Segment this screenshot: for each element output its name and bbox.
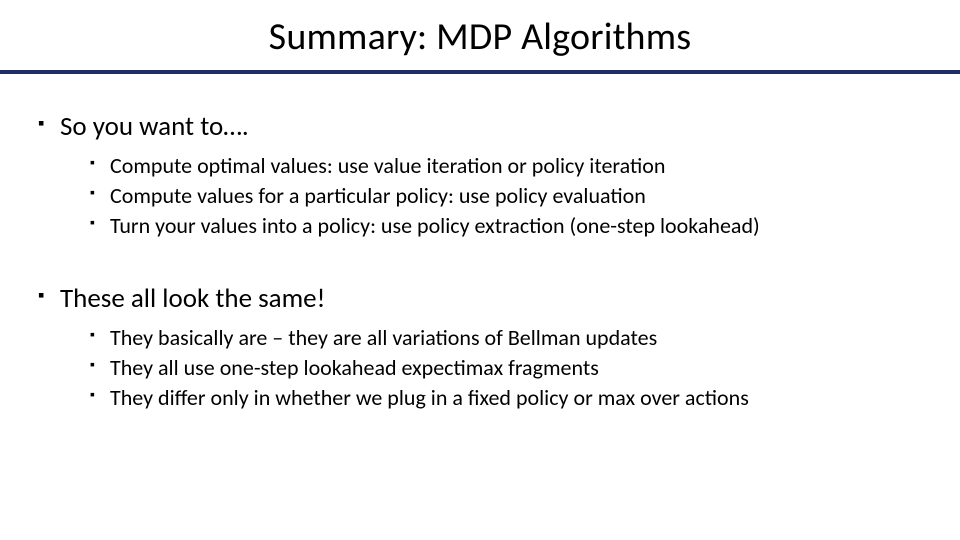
- sub-bullet-list: Compute optimal values: use value iterat…: [60, 152, 922, 240]
- spacer: [38, 246, 922, 272]
- bullet-text: They all use one-step lookahead expectim…: [110, 354, 599, 381]
- bullet-text: They differ only in whether we plug in a…: [110, 384, 749, 411]
- bullet-text: Turn your values into a policy: use poli…: [110, 212, 760, 239]
- content-area: So you want to…. Compute optimal values:…: [0, 74, 960, 412]
- list-item: Compute values for a particular policy: …: [90, 182, 922, 210]
- list-item: These all look the same! They basically …: [38, 282, 922, 412]
- list-item: So you want to…. Compute optimal values:…: [38, 110, 922, 240]
- slide-title: Summary: MDP Algorithms: [0, 14, 960, 60]
- list-item: They differ only in whether we plug in a…: [90, 384, 922, 412]
- bullet-text: Compute optimal values: use value iterat…: [110, 152, 665, 179]
- sub-bullet-list: They basically are – they are all variat…: [60, 324, 922, 412]
- bullet-list: So you want to…. Compute optimal values:…: [38, 110, 922, 240]
- bullet-text: Compute values for a particular policy: …: [110, 182, 646, 209]
- slide: { "title": "Summary: MDP Algorithms", "r…: [0, 0, 960, 540]
- bullet-list: These all look the same! They basically …: [38, 282, 922, 412]
- list-item: They basically are – they are all variat…: [90, 324, 922, 352]
- list-item: Turn your values into a policy: use poli…: [90, 212, 922, 240]
- title-area: Summary: MDP Algorithms: [0, 0, 960, 60]
- bullet-text: These all look the same!: [60, 282, 325, 315]
- list-item: Compute optimal values: use value iterat…: [90, 152, 922, 180]
- bullet-text: So you want to….: [60, 110, 249, 143]
- bullet-text: They basically are – they are all variat…: [110, 324, 657, 351]
- list-item: They all use one-step lookahead expectim…: [90, 354, 922, 382]
